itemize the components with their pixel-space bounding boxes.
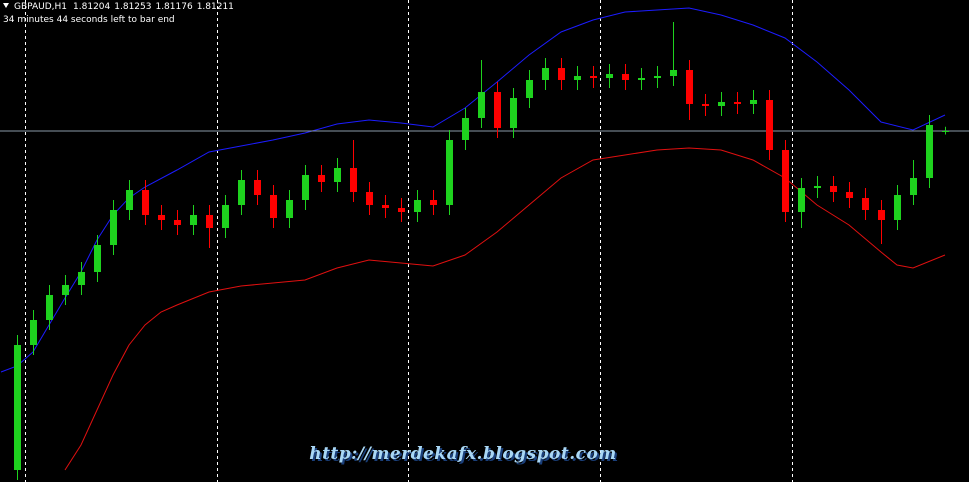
candle-body: [590, 76, 597, 78]
candle-body: [494, 92, 501, 128]
candle-body: [142, 190, 149, 215]
candle-body: [718, 102, 725, 106]
candle-body: [318, 175, 325, 182]
candle-body: [398, 208, 405, 212]
candle-body: [686, 70, 693, 104]
candle-body: [430, 200, 437, 205]
plot: [0, 7, 969, 480]
candle-body: [542, 68, 549, 80]
candle-body: [254, 180, 261, 195]
candle-body: [814, 186, 821, 188]
candle-body: [30, 320, 37, 345]
candle-body: [222, 205, 229, 228]
candle-body: [894, 195, 901, 220]
candle-body: [414, 200, 421, 212]
symbol: GBPAUD,H1: [14, 2, 67, 12]
candle-body: [382, 205, 389, 208]
candle-body: [734, 102, 741, 104]
band-line: [64, 147, 946, 471]
candle-body: [622, 74, 629, 80]
candle-body: [782, 150, 789, 212]
candle-body: [862, 198, 869, 210]
menu-triangle: [3, 3, 9, 8]
low-value: 1.81176: [155, 2, 192, 12]
candle-body: [270, 195, 277, 218]
candle-body: [942, 131, 949, 132]
candle-body: [830, 186, 837, 192]
candle-body: [798, 188, 805, 212]
candle-body: [654, 76, 661, 78]
candle-body: [62, 285, 69, 295]
candle-body: [126, 190, 133, 210]
candle-body: [334, 168, 341, 182]
candle-body: [94, 245, 101, 272]
candle-body: [286, 200, 293, 218]
candle-body: [206, 215, 213, 228]
candle-body: [878, 210, 885, 220]
watermark-shadow: http://merdekafx.blogspot.com: [311, 446, 619, 466]
candle-body: [190, 215, 197, 225]
candle-body: [750, 100, 757, 104]
watermark: http://merdekafx.blogspot.com: [309, 444, 617, 464]
candle-body: [158, 215, 165, 220]
candle-body: [238, 180, 245, 205]
candle-body: [478, 92, 485, 118]
close-value: 1.81211: [197, 2, 234, 12]
candle-body: [638, 78, 645, 80]
period-separators: [25, 0, 793, 482]
candle-body: [350, 168, 357, 192]
candle-body: [606, 74, 613, 78]
candle-body: [14, 345, 21, 470]
candle-body: [462, 118, 469, 140]
candle-body: [366, 192, 373, 205]
candle-body: [110, 210, 117, 245]
band-line: [0, 7, 946, 373]
candle-body: [926, 125, 933, 178]
open-value: 1.81204: [73, 2, 110, 12]
candle-body: [846, 192, 853, 198]
candle-body: [78, 272, 85, 285]
chart-header: GBPAUD,H1 1.81204 1.81253 1.81176 1.81211: [14, 2, 234, 12]
candle-body: [766, 100, 773, 150]
candle-body: [302, 175, 309, 200]
candle-body: [910, 178, 917, 195]
candle-body: [510, 98, 517, 128]
candle-body: [558, 68, 565, 80]
high-value: 1.81253: [114, 2, 151, 12]
candle-body: [174, 220, 181, 225]
candle-body: [526, 80, 533, 98]
bar-countdown: 34 minutes 44 seconds left to bar end: [3, 15, 175, 25]
candle-body: [46, 295, 53, 320]
candle-body: [702, 104, 709, 106]
candle-body: [574, 76, 581, 80]
candle-body: [670, 70, 677, 76]
candle-body: [446, 140, 453, 205]
